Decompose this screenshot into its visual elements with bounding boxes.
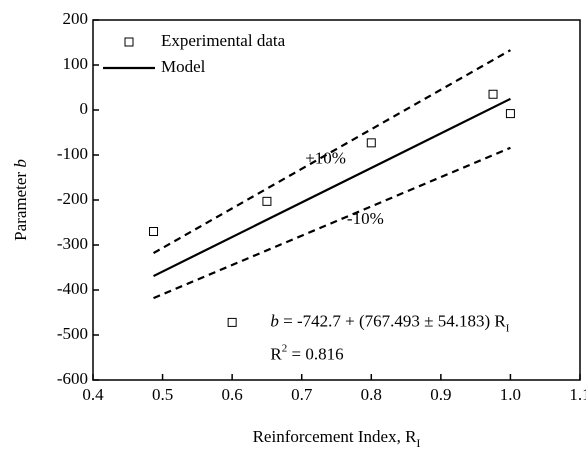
y-tick-label: -200 xyxy=(57,189,88,208)
bound-line xyxy=(152,49,511,255)
eq-body: = -742.7 + (767.493 ± 54.183) R xyxy=(279,311,506,330)
data-point xyxy=(488,89,498,99)
x-tick-label: 0.4 xyxy=(82,385,104,404)
legend-label: Model xyxy=(161,57,206,76)
annotation: +10% xyxy=(305,148,346,167)
model-line xyxy=(153,97,511,278)
r-squared: R2 = 0.816 xyxy=(270,342,343,363)
y-tick-label: 200 xyxy=(63,9,89,28)
y-tick-label: -100 xyxy=(57,144,88,163)
y-tick-label: -500 xyxy=(57,324,88,343)
data-point xyxy=(366,138,376,148)
y-tick-label: 0 xyxy=(80,99,89,118)
data-point xyxy=(505,109,515,119)
annotation: -10% xyxy=(347,209,384,228)
y-tick-label: -300 xyxy=(57,234,88,253)
eq-sub: I xyxy=(506,322,510,334)
equation: b = -742.7 + (767.493 ± 54.183) RI xyxy=(270,311,509,334)
y-tick-label: -400 xyxy=(57,279,88,298)
x-tick-label: 0.5 xyxy=(152,385,173,404)
y-label-italic: b xyxy=(11,159,30,168)
y-tick-label: -600 xyxy=(57,369,88,388)
x-label-text: Reinforcement Index, R xyxy=(253,427,417,446)
eq-b: b xyxy=(270,311,279,330)
x-tick-label: 1.1 xyxy=(569,385,586,404)
r2-body: = 0.816 xyxy=(287,344,343,363)
bound-line xyxy=(153,146,511,300)
data-point xyxy=(149,227,159,236)
x-axis-label: Reinforcement Index, RI xyxy=(253,427,421,450)
x-tick-label: 1.0 xyxy=(500,385,521,404)
y-tick-label: 100 xyxy=(63,54,89,73)
x-tick-label: 0.7 xyxy=(291,385,313,404)
y-label-text: Parameter xyxy=(11,168,30,241)
r2-sup: 2 xyxy=(282,342,288,354)
data-point xyxy=(262,196,272,206)
data-point xyxy=(227,317,237,327)
legend-label: Experimental data xyxy=(161,31,286,50)
x-tick-label: 0.9 xyxy=(430,385,451,404)
x-tick-label: 0.8 xyxy=(361,385,382,404)
legend-marker xyxy=(124,37,134,47)
x-tick-label: 0.6 xyxy=(222,385,243,404)
x-label-sub: I xyxy=(416,436,420,450)
y-axis-label: Parameter b xyxy=(11,159,30,241)
r2-r: R xyxy=(270,344,282,363)
